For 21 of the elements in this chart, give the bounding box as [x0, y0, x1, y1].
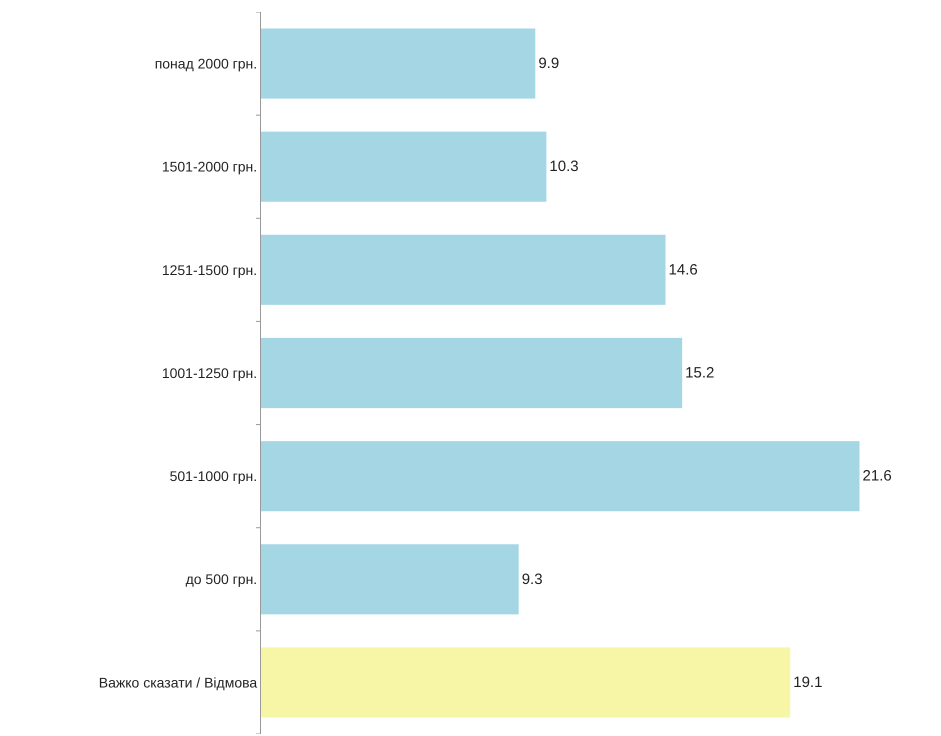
y-tick-label: Важко сказати / Відмова — [98, 674, 258, 690]
bar — [261, 28, 536, 99]
bar — [261, 132, 546, 202]
y-tick-label: 1251-1500 грн. — [162, 262, 258, 278]
y-tick-label: 1001-1250 грн. — [162, 364, 258, 381]
y-tick-label: 1501-2000 грн. — [162, 158, 258, 175]
data-label: 19.1 — [793, 674, 822, 691]
data-label: 9.9 — [538, 55, 560, 72]
bar — [261, 234, 666, 305]
y-tick-label: понад 2000 грн. — [154, 55, 258, 72]
y-tick-label: 501-1000 грн. — [170, 468, 258, 484]
bar — [261, 441, 860, 512]
data-label: 21.6 — [862, 468, 892, 485]
data-label: 9.3 — [522, 570, 543, 588]
bar — [261, 544, 519, 614]
data-label: 10.3 — [549, 158, 579, 176]
bar — [261, 647, 790, 718]
data-label: 15.2 — [685, 364, 714, 382]
data-label: 14.6 — [668, 261, 698, 278]
y-tick-label: до 500 грн. — [186, 571, 258, 588]
bar — [261, 338, 682, 408]
